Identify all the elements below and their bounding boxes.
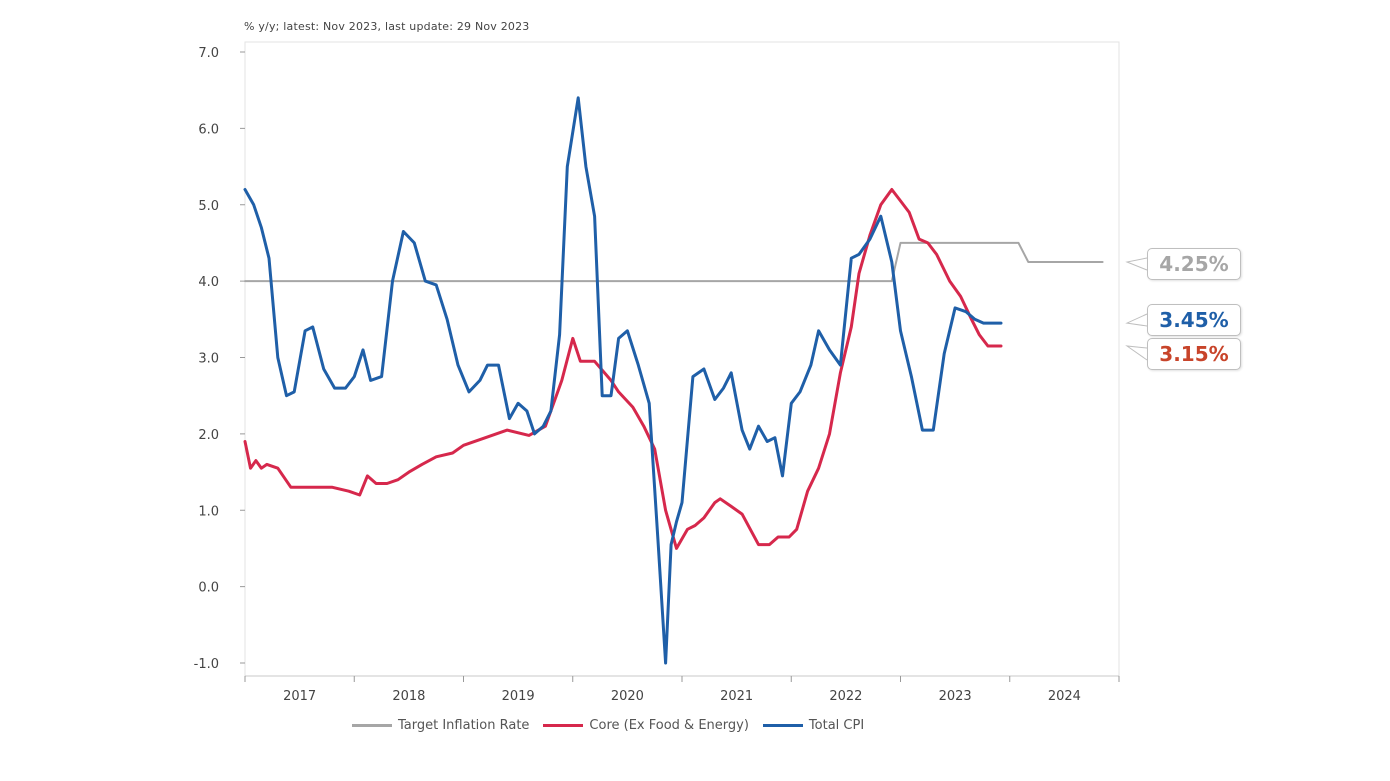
- x-tick-label: 2021: [720, 689, 753, 704]
- chart-note: % y/y; latest: Nov 2023, last update: 29…: [244, 20, 530, 33]
- y-tick-label: 4.0: [198, 275, 219, 290]
- x-tick-label: 2018: [392, 689, 425, 704]
- legend: Target Inflation Rate Core (Ex Food & En…: [352, 718, 878, 733]
- legend-swatch-total: [762, 724, 803, 727]
- y-axis: 7.0 6.0 5.0 4.0 3.0 2.0 1.0 0.0 -1.0: [194, 46, 245, 672]
- callout-pointers: [1125, 257, 1148, 361]
- legend-label-core: Core (Ex Food & Energy): [589, 718, 749, 733]
- y-tick-label: 7.0: [198, 46, 219, 61]
- callout-pointer: [1125, 257, 1148, 271]
- callout-target-rate-label: 4.25%: [1159, 252, 1229, 276]
- y-tick-label: 2.0: [198, 428, 219, 443]
- series-core: [243, 188, 1003, 550]
- legend-item-core: Core (Ex Food & Energy): [543, 718, 749, 733]
- callout-target-rate: 4.25%: [1147, 248, 1241, 280]
- x-tick-label: 2023: [939, 689, 972, 704]
- callout-total-cpi: 3.45%: [1147, 304, 1241, 336]
- x-tick-label: 2019: [502, 689, 535, 704]
- callout-total-cpi-label: 3.45%: [1159, 308, 1229, 332]
- legend-item-target: Target Inflation Rate: [352, 718, 529, 733]
- callout-core: 3.15%: [1147, 338, 1241, 370]
- legend-label-target: Target Inflation Rate: [398, 718, 530, 733]
- y-tick-label: 1.0: [198, 504, 219, 519]
- series-total-cpi: [243, 96, 1003, 665]
- y-tick-label: -1.0: [194, 657, 219, 672]
- callout-pointer: [1125, 345, 1148, 361]
- x-tick-label: 2024: [1048, 689, 1081, 704]
- legend-swatch-core: [543, 724, 584, 727]
- x-tick-label: 2017: [283, 689, 316, 704]
- x-tick-label: 2020: [611, 689, 644, 704]
- legend-item-total: Total CPI: [762, 718, 865, 733]
- y-tick-label: 5.0: [198, 199, 219, 214]
- callout-pointer: [1125, 313, 1148, 327]
- y-tick-label: 3.0: [198, 352, 219, 367]
- x-tick-label: 2022: [829, 689, 862, 704]
- series-target-rate: [244, 241, 1104, 283]
- legend-swatch-target: [352, 724, 392, 727]
- x-axis: 2017 2018 2019 2020 2021 2022 2023 2024: [244, 675, 1120, 704]
- plot-area: [244, 41, 1120, 677]
- callout-core-label: 3.15%: [1159, 342, 1229, 366]
- y-tick-label: 0.0: [198, 581, 219, 596]
- y-tick-label: 6.0: [198, 122, 219, 137]
- series-layer: [243, 96, 1104, 665]
- legend-label-total: Total CPI: [808, 718, 865, 733]
